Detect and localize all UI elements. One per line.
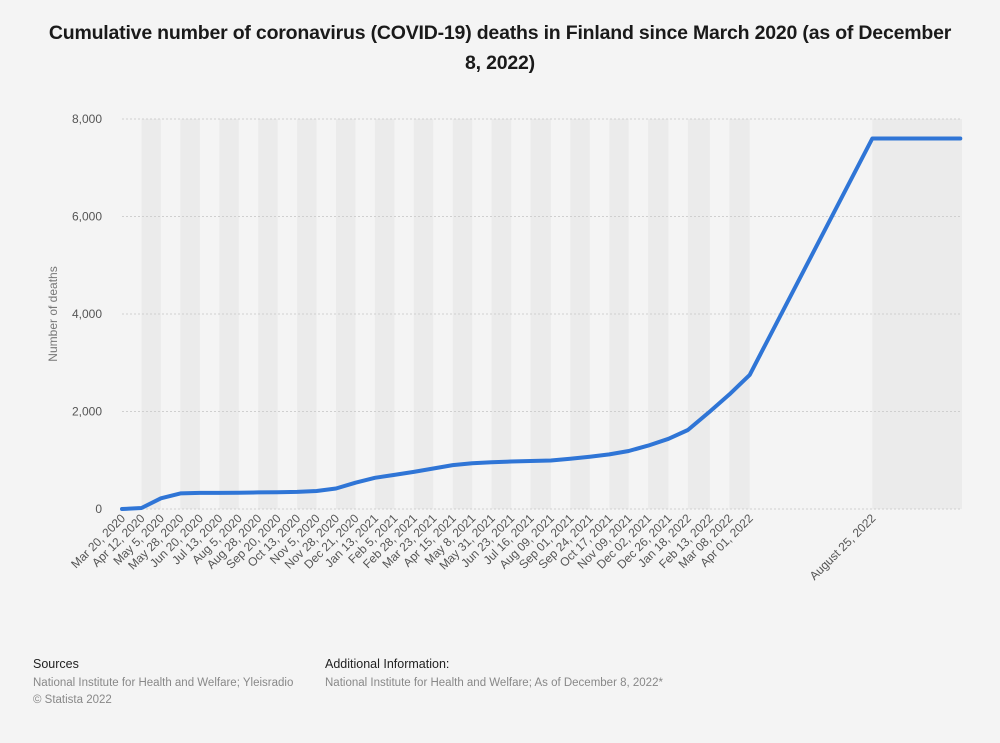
additional-info-text: National Institute for Health and Welfar… (325, 677, 663, 689)
plot-band (219, 119, 239, 509)
y-tick-label: 6,000 (72, 210, 102, 224)
plot-band (872, 119, 962, 509)
y-axis-title: Number of deaths (46, 266, 60, 361)
y-tick-label: 8,000 (72, 112, 102, 126)
sources-heading: Sources (33, 657, 79, 671)
series-group (120, 136, 963, 511)
x-tick-label: August 25, 2022 (807, 511, 879, 583)
y-tick-label: 4,000 (72, 307, 102, 321)
sources-text: National Institute for Health and Welfar… (33, 677, 294, 689)
series-line (120, 136, 963, 511)
y-tick-label: 2,000 (72, 405, 102, 419)
chart-title: Cumulative number of coronavirus (COVID-… (48, 22, 952, 74)
y-axis-ticks: 0 2,000 4,000 6,000 8,000 (72, 112, 102, 516)
grid-lines (122, 118, 962, 510)
y-tick-label: 0 (95, 502, 102, 516)
additional-info-heading: Additional Information: (325, 657, 450, 671)
copyright-text: © Statista 2022 (33, 694, 112, 706)
